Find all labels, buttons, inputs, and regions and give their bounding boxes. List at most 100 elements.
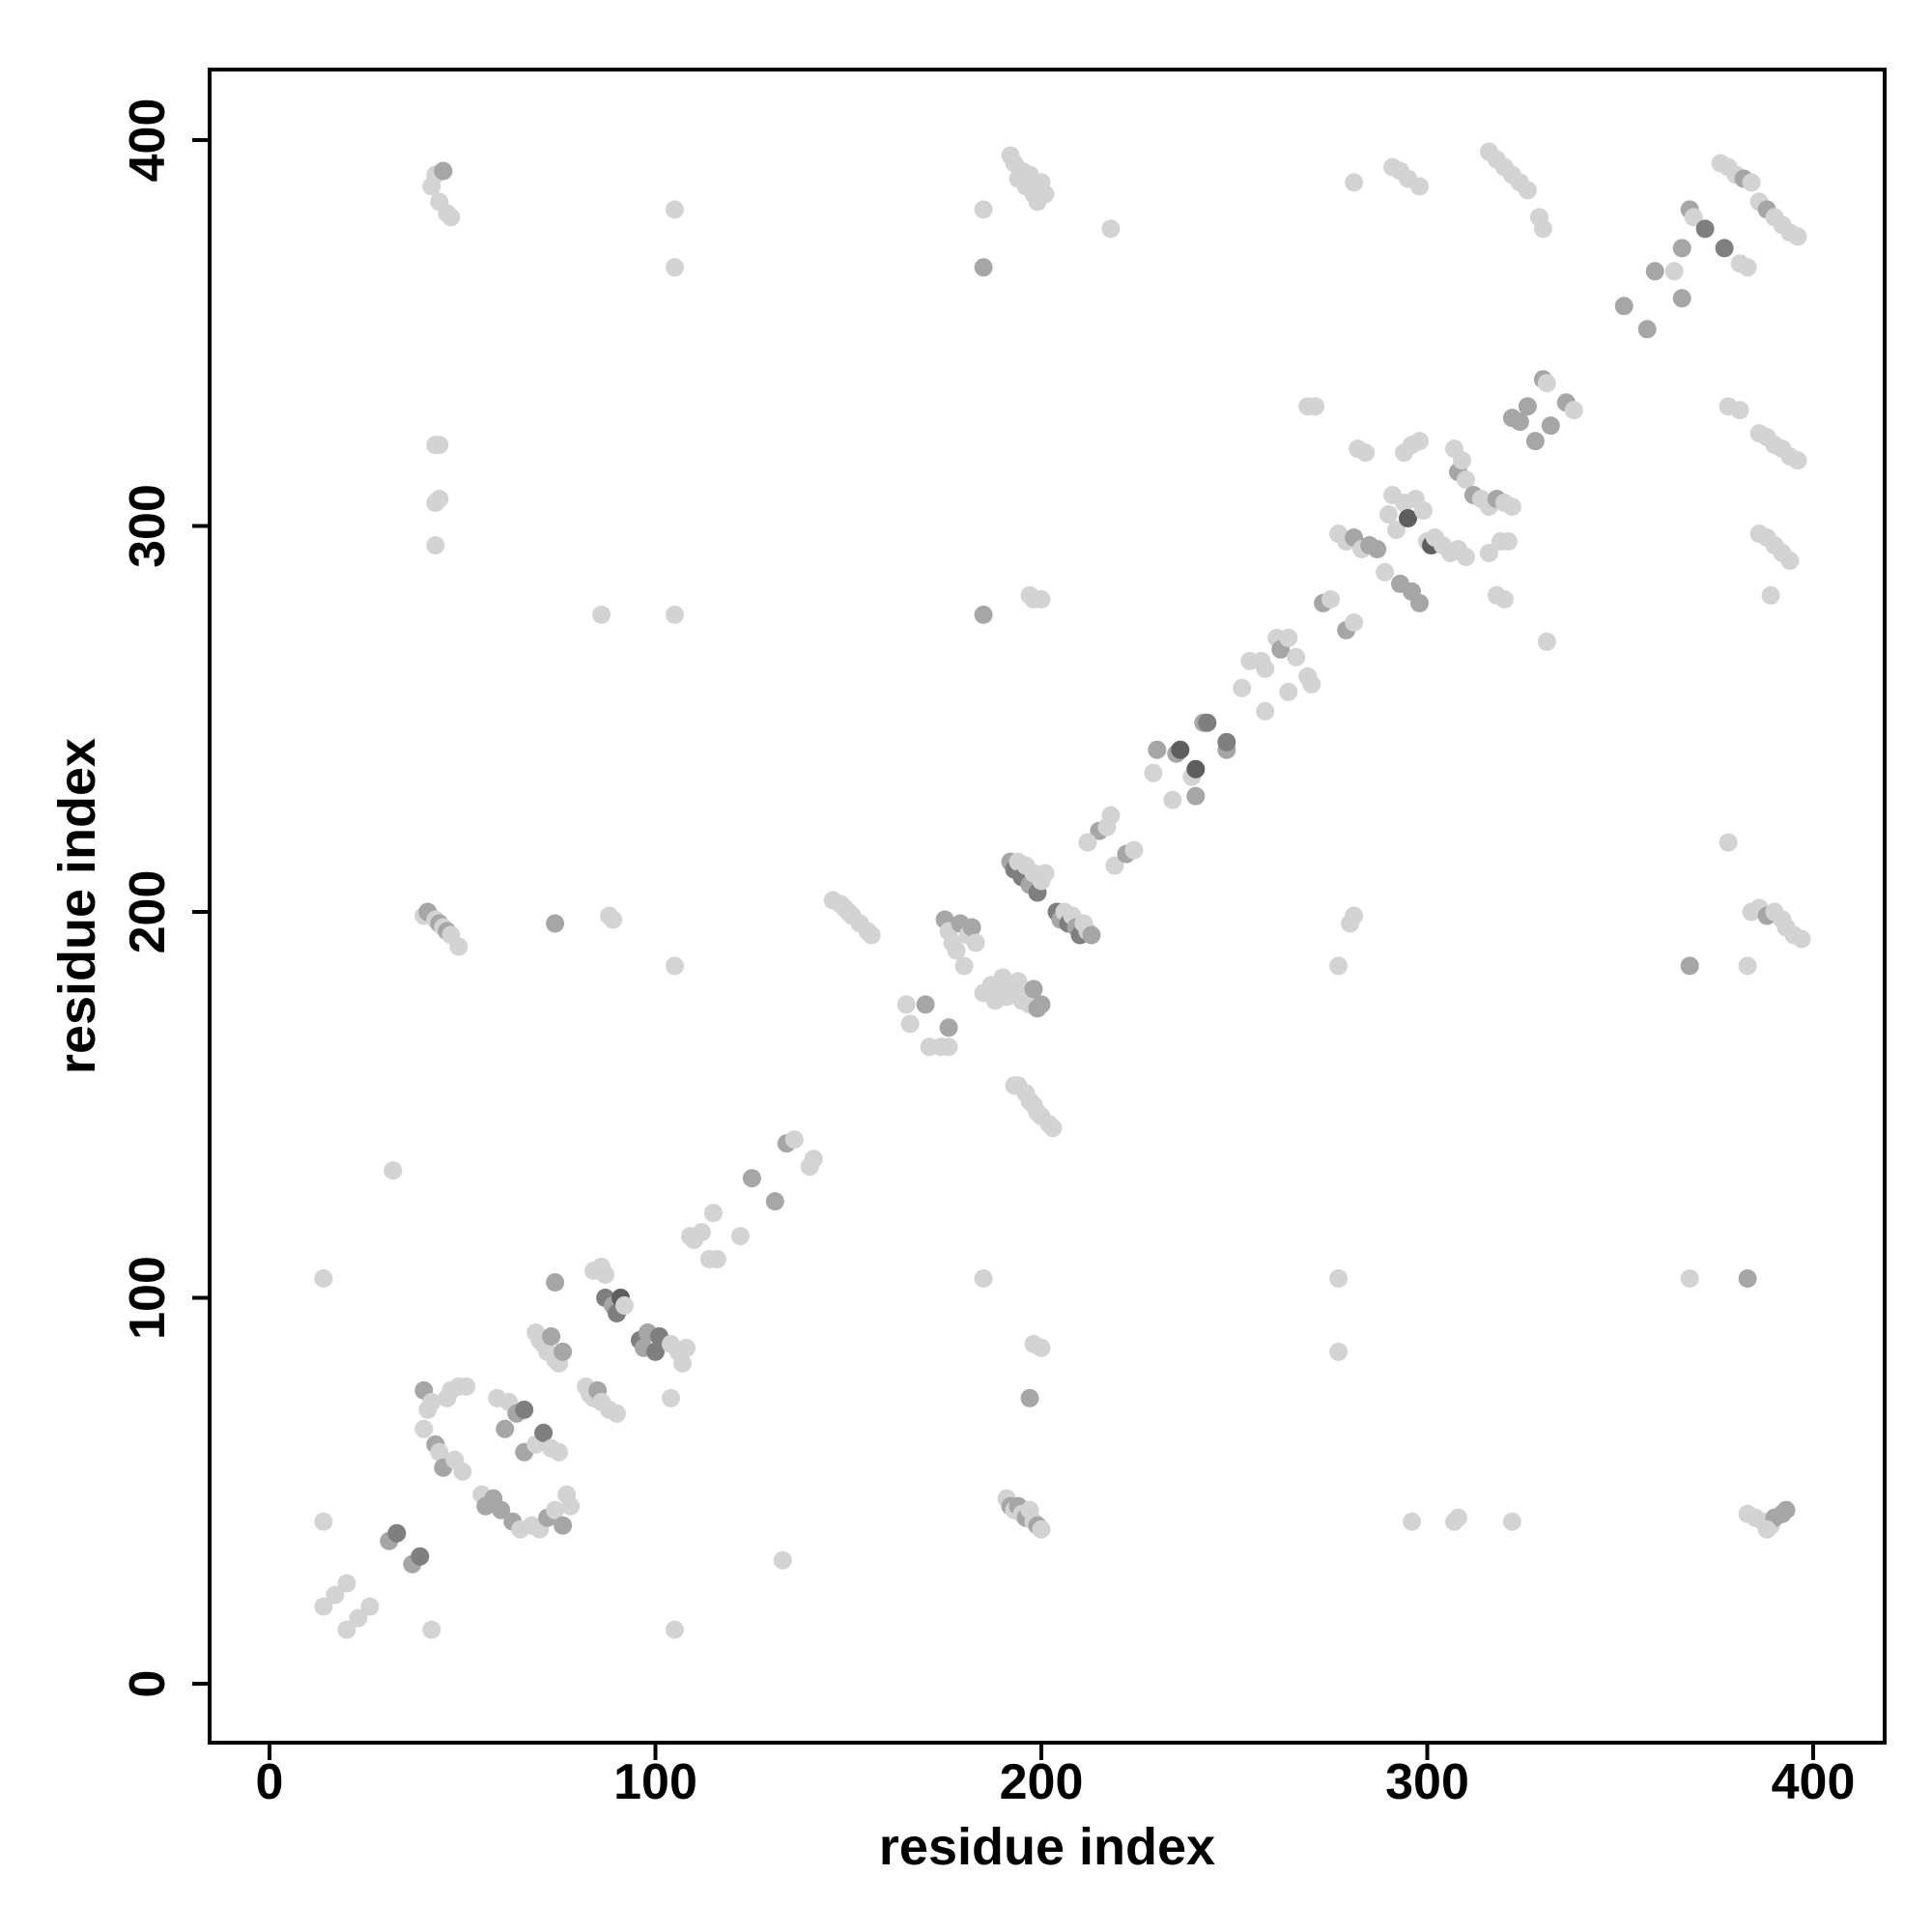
contact-point bbox=[974, 605, 993, 624]
contact-point bbox=[1757, 1520, 1776, 1539]
contact-point bbox=[1479, 544, 1498, 562]
contact-point bbox=[546, 914, 565, 933]
contact-point bbox=[1036, 864, 1055, 883]
contact-point bbox=[707, 1250, 726, 1268]
contact-point bbox=[1032, 995, 1051, 1014]
contact-point bbox=[554, 1516, 573, 1535]
contact-point bbox=[422, 1392, 441, 1411]
contact-point bbox=[496, 1419, 515, 1438]
contact-point bbox=[414, 1419, 434, 1438]
contact-point bbox=[1672, 239, 1691, 258]
contact-point bbox=[974, 258, 993, 277]
x-tick-label: 0 bbox=[256, 1754, 284, 1810]
contact-point bbox=[730, 1227, 750, 1246]
contact-point bbox=[916, 995, 935, 1014]
contact-point bbox=[604, 910, 623, 929]
contact-point bbox=[1564, 401, 1583, 420]
contact-point bbox=[1410, 593, 1429, 612]
contact-point bbox=[1032, 1338, 1051, 1357]
contact-point bbox=[430, 1442, 449, 1462]
contact-point bbox=[1664, 262, 1684, 281]
contact-point bbox=[1533, 219, 1552, 239]
contact-point bbox=[1306, 397, 1325, 416]
contact-point bbox=[804, 1150, 823, 1169]
contact-point bbox=[1498, 532, 1518, 551]
contact-point bbox=[1719, 833, 1738, 852]
contact-point bbox=[1078, 833, 1097, 852]
y-axis: 0 100 200 300 400 bbox=[120, 99, 210, 1698]
contact-point bbox=[384, 1161, 403, 1180]
contact-point bbox=[1715, 239, 1734, 258]
contact-point bbox=[430, 436, 449, 455]
contact-point bbox=[1256, 659, 1275, 678]
contact-point bbox=[677, 1338, 696, 1357]
contact-point bbox=[646, 1342, 665, 1361]
contact-point bbox=[1738, 258, 1757, 277]
contact-point bbox=[1742, 173, 1761, 192]
contact-point bbox=[1614, 297, 1634, 316]
contact-point bbox=[449, 937, 469, 956]
contact-point bbox=[326, 1585, 345, 1605]
contact-point bbox=[592, 605, 611, 624]
contact-point bbox=[430, 490, 449, 508]
x-tick-label: 100 bbox=[613, 1754, 697, 1810]
contact-point bbox=[703, 1204, 723, 1223]
contact-point bbox=[314, 1512, 333, 1531]
x-tick-label: 200 bbox=[1000, 1754, 1084, 1810]
contact-point bbox=[1321, 589, 1341, 609]
contact-point bbox=[1329, 956, 1349, 976]
contact-point bbox=[1144, 763, 1163, 782]
contact-point bbox=[1637, 320, 1657, 339]
contact-point bbox=[1036, 185, 1055, 204]
contact-point bbox=[411, 1547, 430, 1566]
x-tick-label: 300 bbox=[1385, 1754, 1469, 1810]
contact-point bbox=[666, 605, 684, 624]
contact-point bbox=[1345, 906, 1364, 925]
y-tick-label: 0 bbox=[120, 1670, 176, 1698]
contact-point bbox=[1695, 219, 1715, 239]
contact-point bbox=[1730, 401, 1749, 420]
contact-point bbox=[1776, 1500, 1796, 1520]
contact-point bbox=[1788, 227, 1807, 246]
contact-point bbox=[692, 1223, 711, 1242]
contact-point bbox=[1217, 732, 1236, 752]
contact-point bbox=[773, 1550, 792, 1570]
contact-point bbox=[1672, 289, 1691, 308]
contact-point bbox=[1518, 181, 1537, 200]
contact-point bbox=[546, 1500, 565, 1520]
contact-point bbox=[862, 925, 881, 945]
contact-point bbox=[1186, 759, 1206, 779]
contact-point bbox=[974, 1269, 993, 1288]
contact-point bbox=[1186, 786, 1206, 806]
contact-point bbox=[1494, 589, 1514, 609]
contact-point bbox=[900, 1014, 920, 1034]
x-tick-label: 400 bbox=[1772, 1754, 1856, 1810]
x-axis: 0 100 200 300 400 bbox=[256, 1743, 1856, 1810]
contact-point bbox=[1525, 432, 1545, 451]
contact-point bbox=[337, 1620, 356, 1639]
contact-point bbox=[1738, 1269, 1757, 1288]
contact-point bbox=[1680, 956, 1699, 976]
contact-point bbox=[673, 1353, 692, 1373]
contact-point bbox=[1376, 562, 1395, 582]
contact-point bbox=[349, 1608, 368, 1628]
contact-point bbox=[1279, 682, 1298, 701]
contact-point bbox=[1780, 552, 1800, 570]
contact-point bbox=[1198, 713, 1217, 732]
contact-point bbox=[1379, 505, 1398, 524]
contact-point bbox=[1457, 548, 1475, 566]
contact-point bbox=[608, 1404, 626, 1423]
contact-point bbox=[962, 918, 981, 937]
contact-point bbox=[1645, 262, 1664, 281]
contact-point bbox=[662, 1388, 680, 1407]
contact-point bbox=[1043, 1119, 1063, 1138]
y-tick-label: 200 bbox=[120, 870, 176, 954]
contact-point bbox=[1502, 497, 1521, 516]
contact-point bbox=[1368, 540, 1387, 558]
contact-point bbox=[561, 1496, 581, 1516]
contact-point bbox=[1287, 647, 1306, 667]
contact-point bbox=[1345, 173, 1364, 192]
contact-point bbox=[1410, 432, 1429, 451]
contact-point bbox=[1502, 1512, 1521, 1531]
contact-point bbox=[1329, 1342, 1349, 1361]
